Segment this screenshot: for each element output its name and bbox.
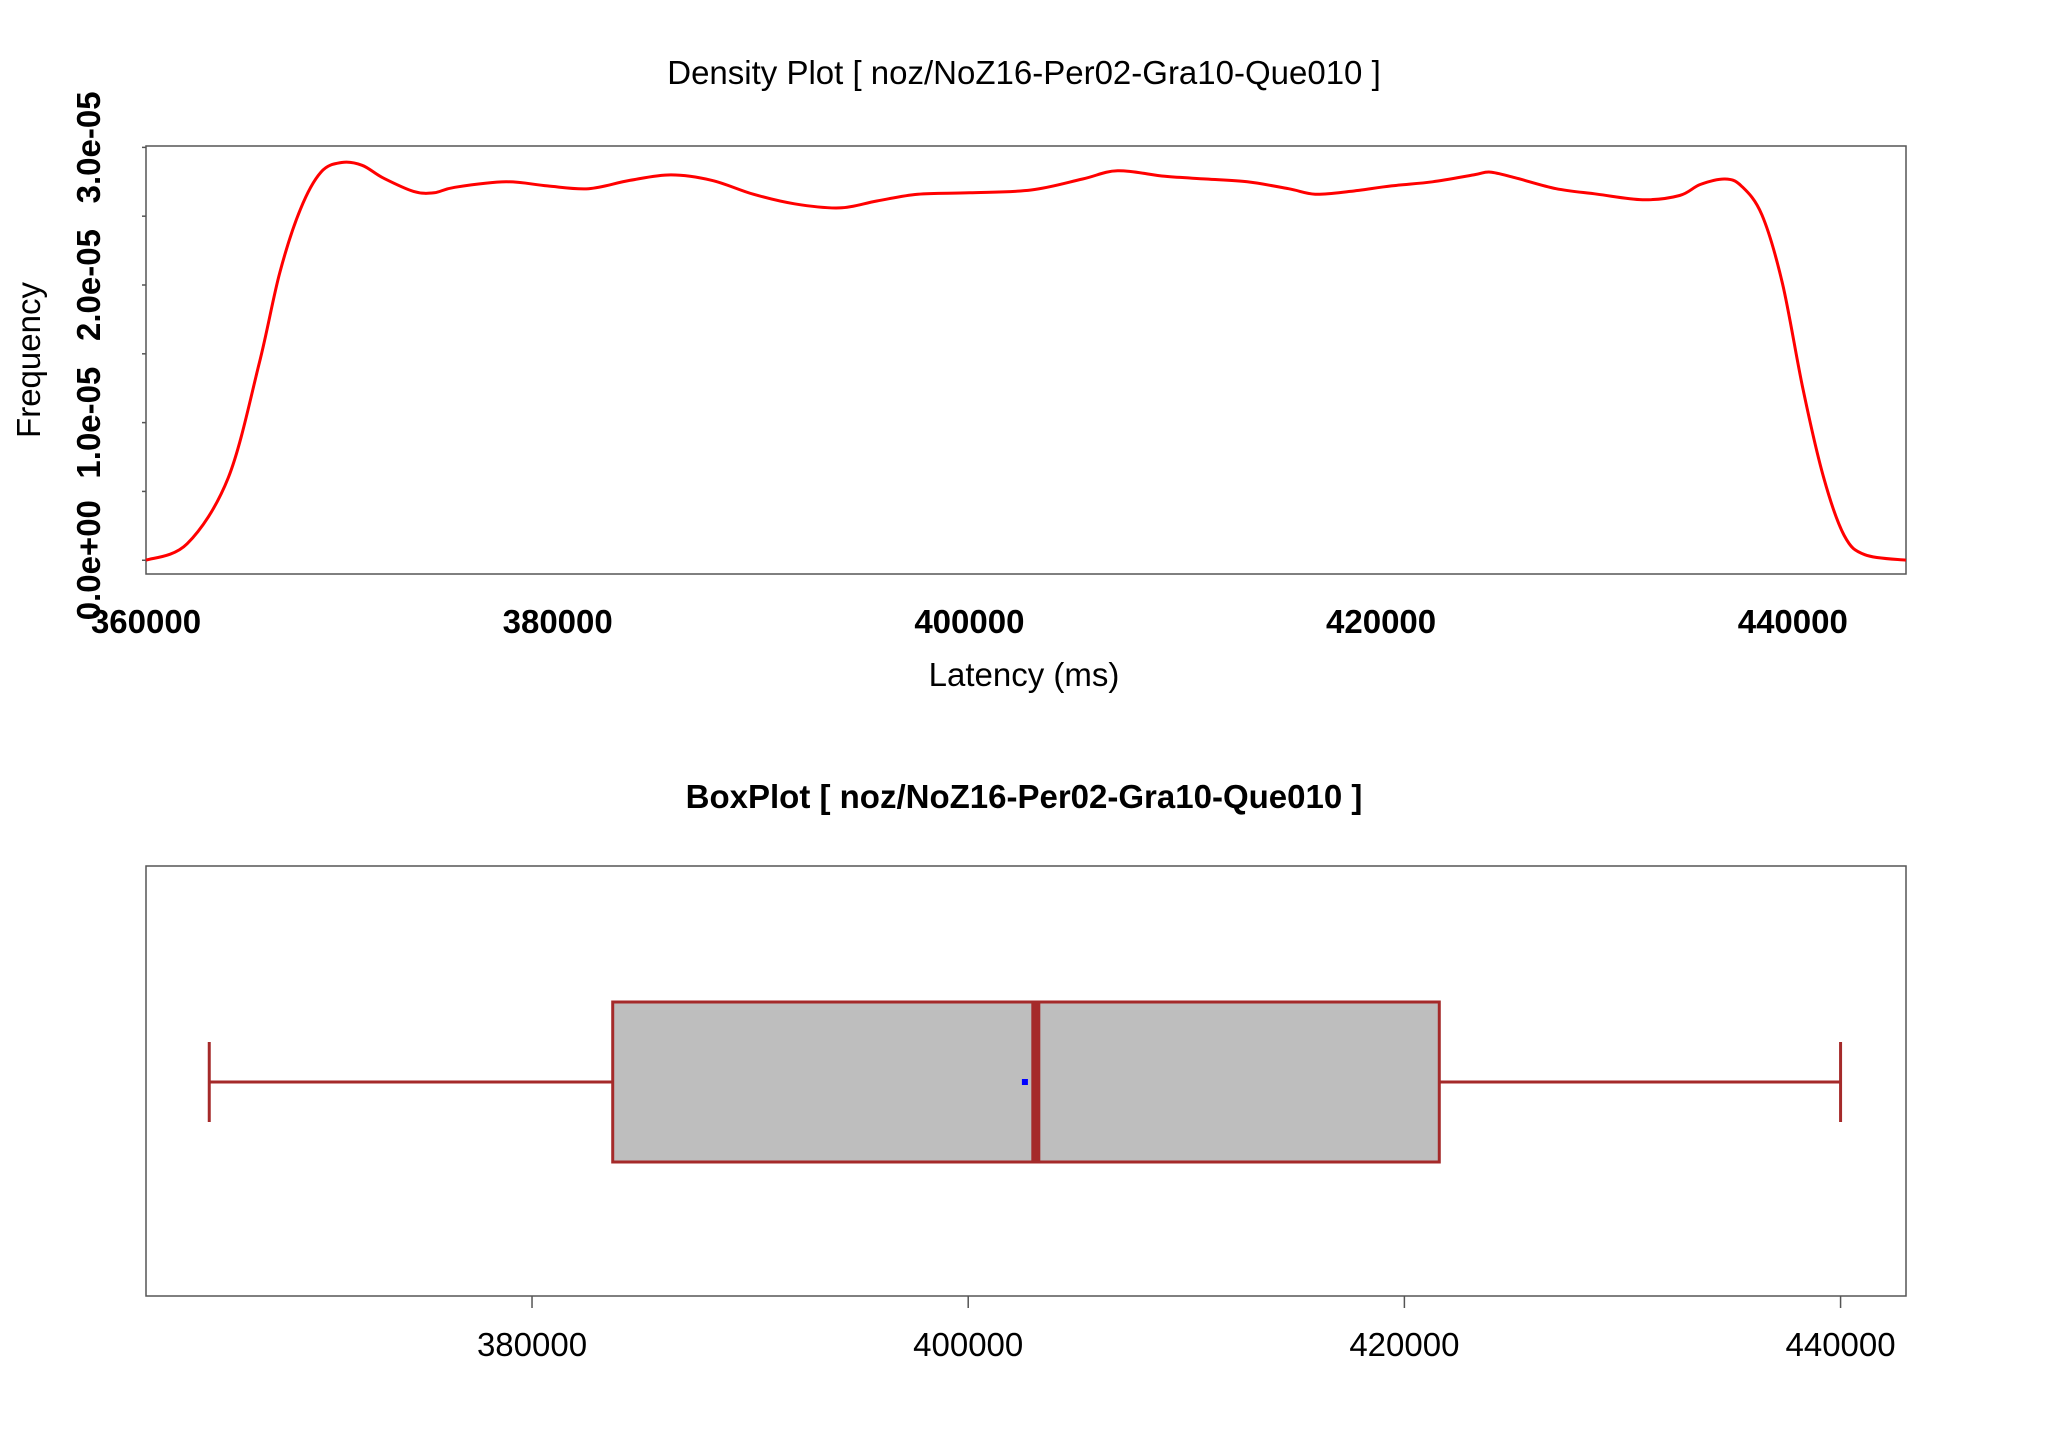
density-y-axis: 0.0e+00 1.0e-05 2.0e-05 3.0e-05 [70, 91, 146, 620]
box-x-tick-label: 400000 [913, 1326, 1023, 1363]
density-x-label: Latency (ms) [929, 656, 1120, 693]
density-y-tick-label: 3.0e-05 [70, 91, 107, 203]
density-y-tick-label: 2.0e-05 [70, 229, 107, 341]
density-plot: Density Plot [ noz/NoZ16-Per02-Gra10-Que… [10, 54, 1907, 693]
box-title: BoxPlot [ noz/NoZ16-Per02-Gra10-Que010 ] [686, 778, 1363, 815]
density-title: Density Plot [ noz/NoZ16-Per02-Gra10-Que… [667, 54, 1381, 91]
density-x-tick-label: 440000 [1738, 603, 1848, 640]
density-x-tick-label: 380000 [503, 603, 613, 640]
density-x-tick-label: 420000 [1326, 603, 1436, 640]
box-x-tick-label: 440000 [1786, 1326, 1896, 1363]
density-y-tick-label: 0.0e+00 [70, 500, 107, 620]
density-line [145, 160, 1907, 562]
box-x-tick-label: 380000 [477, 1326, 587, 1363]
box-plot: BoxPlot [ noz/NoZ16-Per02-Gra10-Que010 ]… [145, 778, 1907, 1363]
box-x-axis: 380000 400000 420000 440000 [477, 1296, 1896, 1363]
box-plot-frame [145, 865, 1907, 1297]
density-x-tick-label: 400000 [914, 603, 1024, 640]
density-y-label: Frequency [10, 282, 47, 438]
density-y-tick-label: 1.0e-05 [70, 367, 107, 479]
box-marks [207, 1000, 1843, 1164]
density-x-axis: 360000 380000 400000 420000 440000 [91, 603, 1848, 640]
density-plot-frame [145, 145, 1907, 575]
box-x-tick-label: 420000 [1349, 1326, 1459, 1363]
density-x-tick-label: 360000 [91, 603, 201, 640]
box-mean-marker [1021, 1079, 1028, 1085]
